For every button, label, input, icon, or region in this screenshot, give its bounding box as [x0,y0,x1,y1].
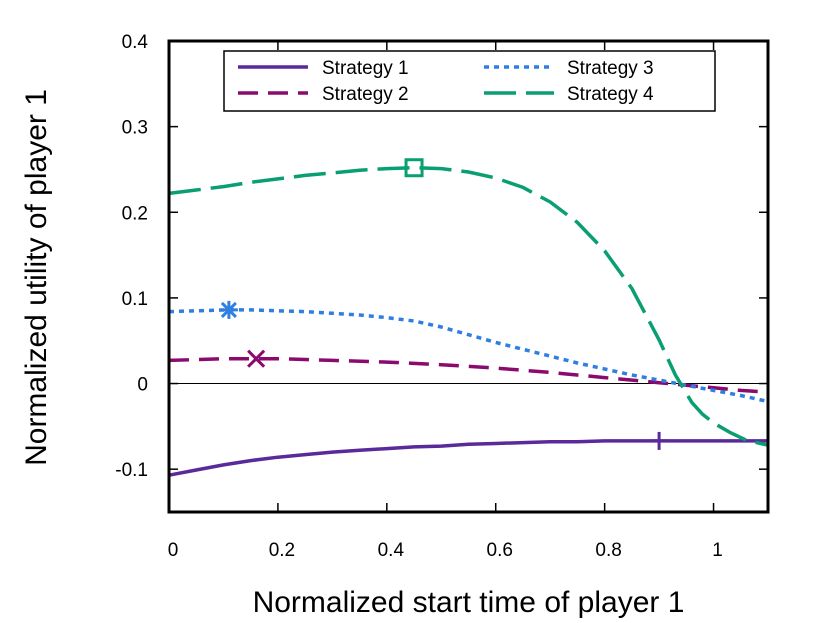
x-tick-label: 0.8 [595,540,621,561]
legend-label: Strategy 4 [567,84,654,105]
y-tick-label: 0.4 [122,32,149,53]
legend-label: Strategy 3 [567,58,654,79]
y-axis-title: Normalized utility of player 1 [20,89,53,466]
y-tick-label: 0.1 [122,289,148,310]
series-line-4 [168,165,769,447]
marker-layer [219,158,669,450]
y-tick-label: 0.2 [122,203,148,224]
series-line-2 [168,356,769,394]
x-tick-label: 0.2 [269,540,295,561]
legend-item-1: Strategy 1 [238,58,409,79]
legend: Strategy 1 Strategy 2 Strategy 3 Strategy 4 [223,50,716,112]
series-marker-cross [247,349,266,368]
series-marker-square [404,158,424,178]
legend-label: Strategy 2 [322,84,409,105]
series-marker-plus [650,431,669,450]
y-tick-label: 0.3 [122,118,148,139]
tick-layer: 0 0.2 0.4 0.6 0.8 1 -0.1 0 0.1 0.2 0.3 0.4 [115,32,768,561]
x-axis-title: Normalized start time of player 1 [253,586,685,619]
legend-item-4: Strategy 4 [484,84,654,105]
x-tick-label: 0 [168,540,179,561]
x-tick-label: 0.4 [378,540,405,561]
x-tick-label: 0.6 [487,540,513,561]
series-line-3 [168,308,769,404]
y-tick-label: 0 [137,375,148,396]
legend-item-2: Strategy 2 [238,84,409,105]
series-layer [168,165,769,477]
legend-box [223,50,716,112]
x-tick-label: 1 [712,540,723,561]
legend-label: Strategy 1 [322,58,409,79]
legend-item-3: Strategy 3 [484,58,654,79]
series-marker-star [219,300,238,319]
y-tick-label: -0.1 [115,460,148,481]
plot-frame [167,39,770,514]
series-line-1 [168,439,768,477]
